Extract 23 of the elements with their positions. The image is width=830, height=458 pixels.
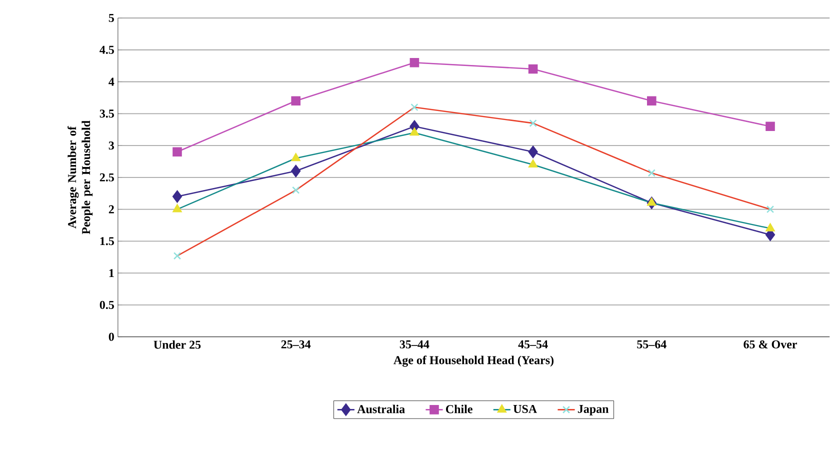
x-tick-label: 35–44 — [400, 340, 430, 349]
legend-label: Japan — [578, 405, 609, 416]
y-tick-label: 4.5 — [100, 46, 114, 54]
x-tick-label: 45–54 — [518, 340, 548, 348]
y-tick-label: 1.5 — [100, 237, 114, 246]
x-tick-label: 25–34 — [281, 340, 311, 349]
y-tick-label: 0 — [108, 332, 114, 341]
y-tick-label: 3.5 — [100, 110, 114, 118]
y-tick-label: 2.5 — [100, 173, 114, 182]
x-tick-label: 65 & Over — [744, 340, 797, 349]
y-tick-label: 3 — [108, 142, 114, 150]
y-axis-title: Average Number of People per Household — [68, 120, 93, 234]
y-tick-label: 5 — [108, 14, 114, 22]
legend-label: Australia — [357, 404, 405, 414]
y-tick-label: 4 — [108, 78, 114, 86]
x-tick-label: Under 25 — [154, 340, 201, 349]
legend-label: Chile — [446, 404, 472, 414]
y-tick-label: 0.5 — [100, 300, 114, 310]
y-tick-label: 1 — [109, 269, 114, 278]
x-tick-label: 55–64 — [637, 340, 666, 349]
legend-label: USA — [513, 405, 537, 414]
x-axis-title: Age of Household Head (Years) — [394, 356, 554, 367]
y-tick-label: 2 — [108, 205, 114, 214]
